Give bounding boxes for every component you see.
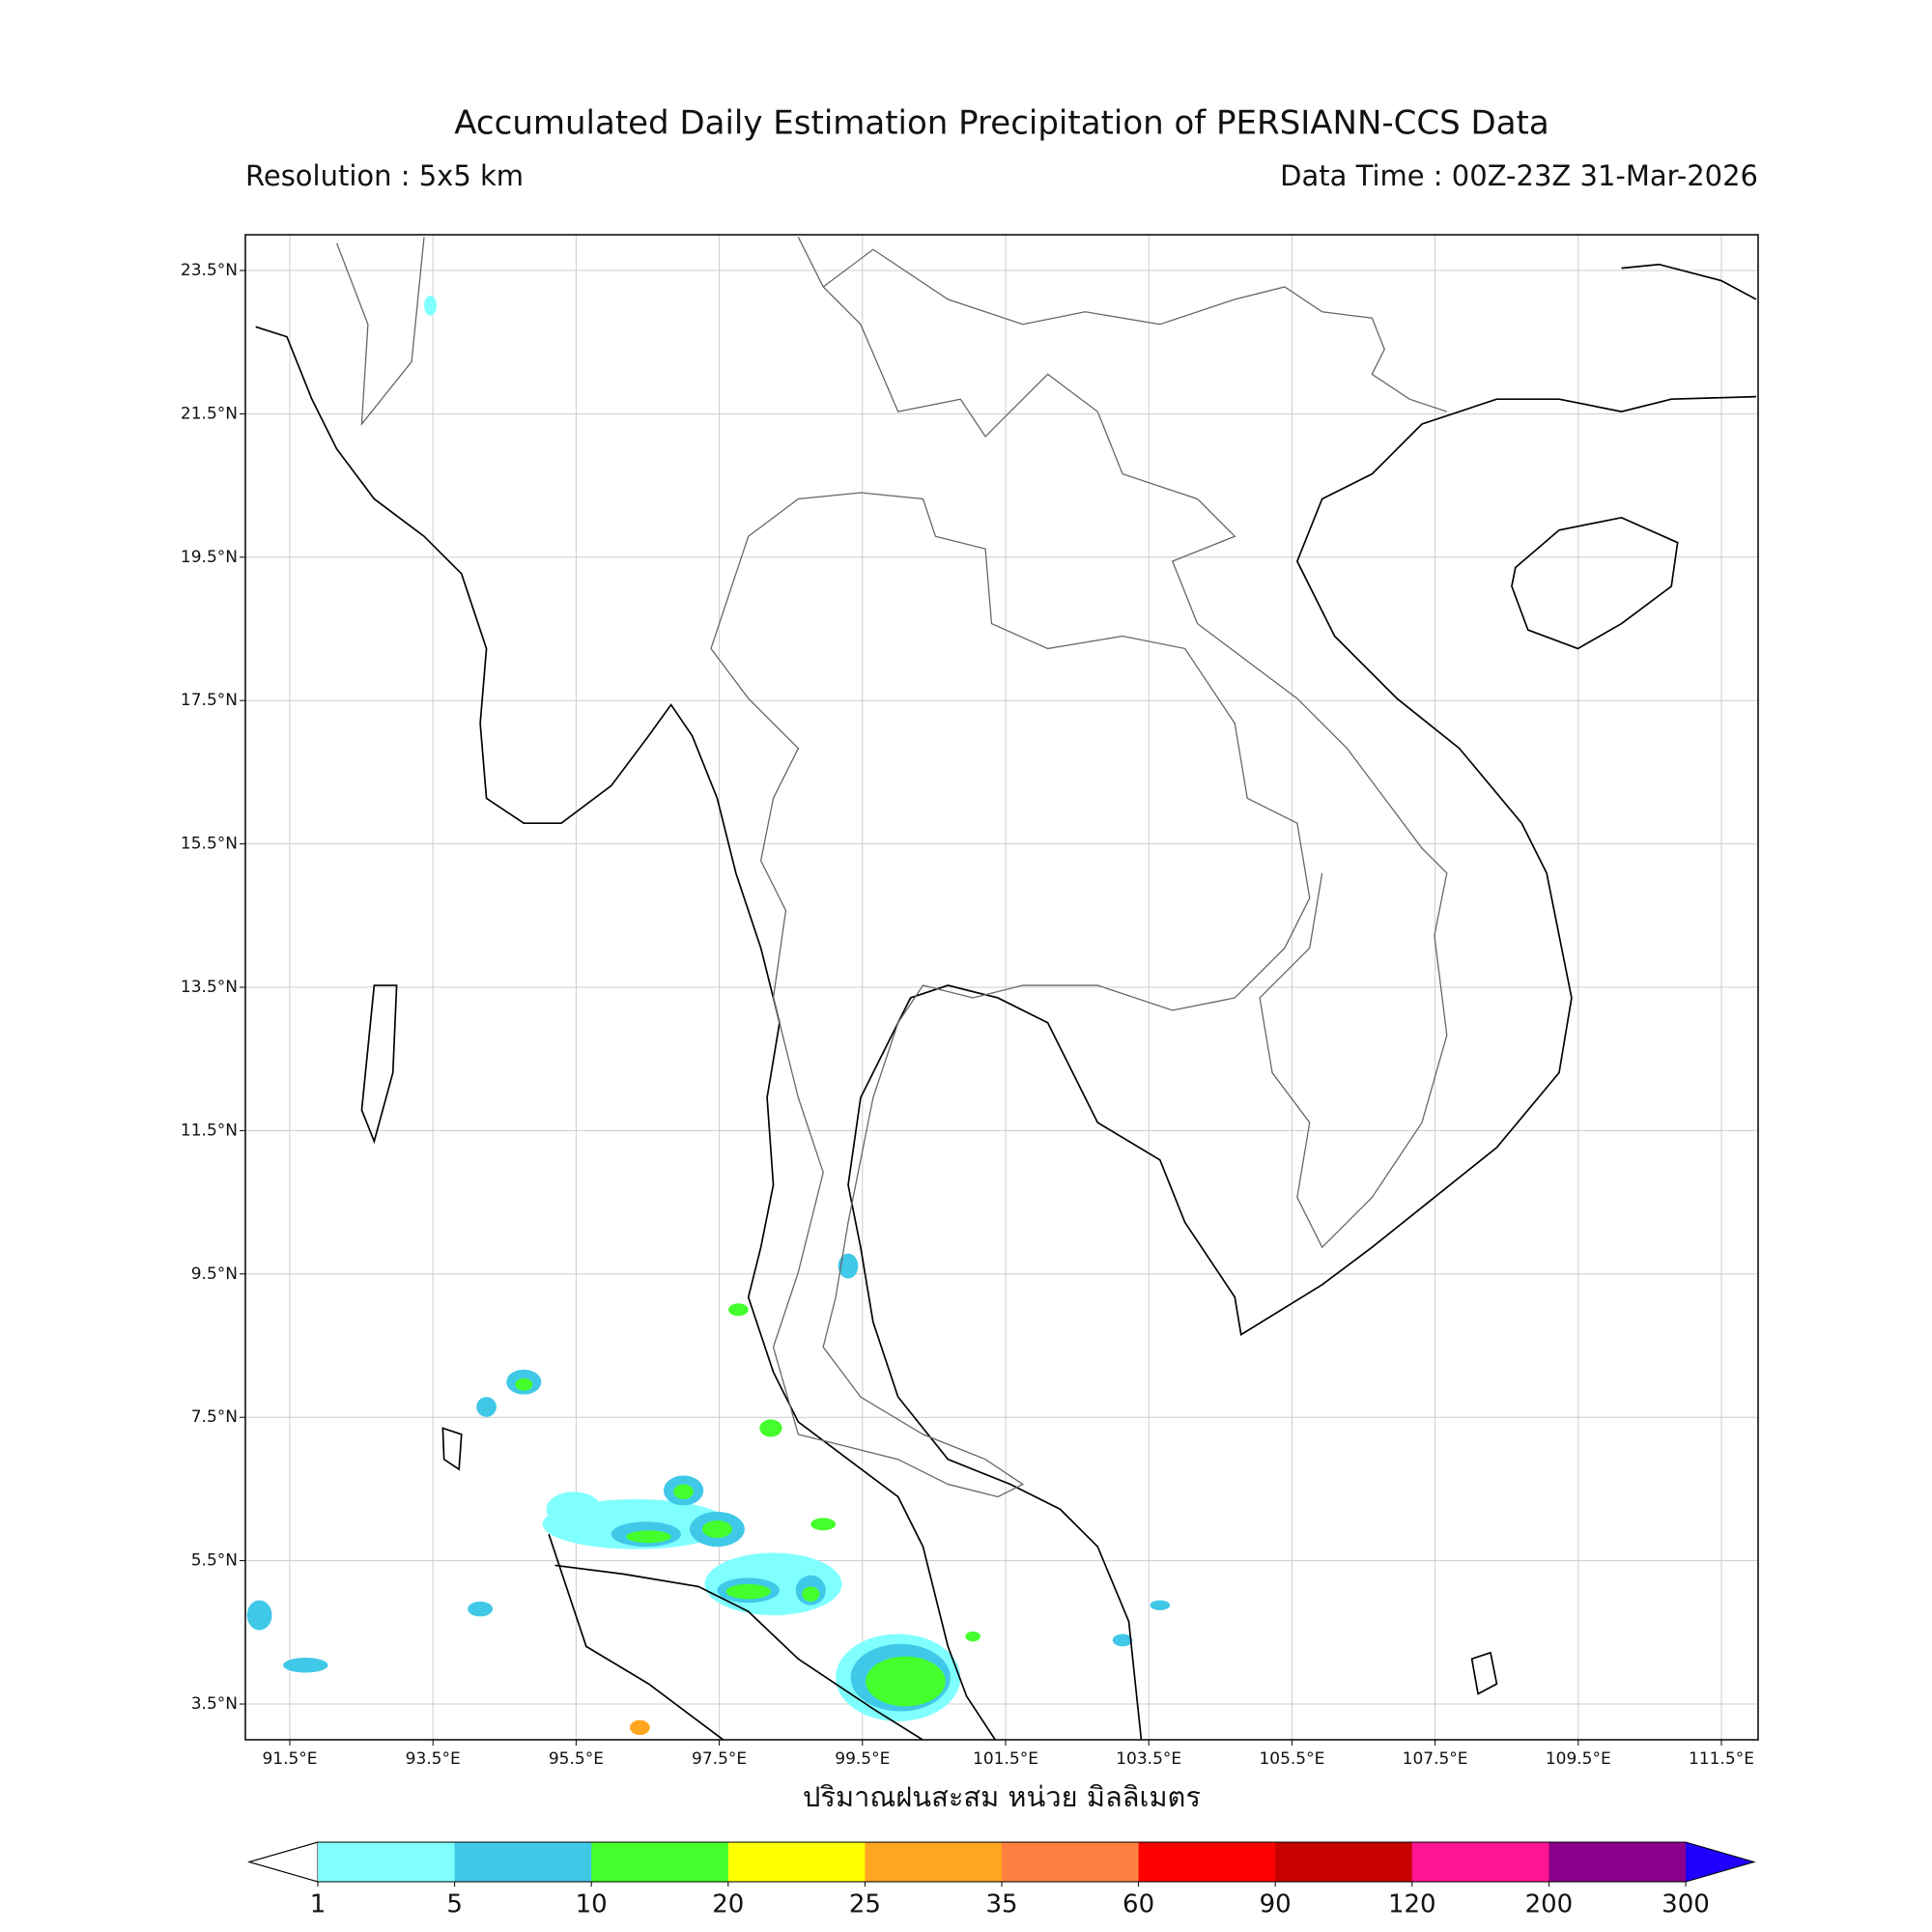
lat-tick-label: 7.5°N xyxy=(191,1407,238,1427)
colorbar-label: 200 xyxy=(1525,1890,1574,1919)
data-time: Data Time : 00Z-23Z 31-Mar-2026 xyxy=(1280,159,1758,192)
colorbar-segment xyxy=(727,1842,866,1882)
x-label: ปริมาณฝนสะสม หน่วย มิลลิเมตร xyxy=(803,1780,1201,1813)
precipitation xyxy=(246,296,1171,1736)
grid: 23.5°N 21.5°N 19.5°N 17.5°N 15.5°N 13.5°N 11.5… xyxy=(181,235,1758,1769)
lon-tick-label: 95.5°E xyxy=(549,1749,604,1769)
lon-tick-label: 103.5°E xyxy=(1116,1749,1181,1769)
colorbar-segment xyxy=(1548,1842,1687,1882)
colorbar-segment xyxy=(1275,1842,1413,1882)
lat-tick-label: 5.5°N xyxy=(191,1551,238,1571)
borders xyxy=(336,237,1448,1498)
lon-tick-label: 109.5°E xyxy=(1546,1749,1611,1769)
colorbar-label: 60 xyxy=(1122,1890,1154,1919)
lon-tick-label: 111.5°E xyxy=(1689,1749,1754,1769)
lat-tick-label: 13.5°N xyxy=(181,978,238,997)
map-content xyxy=(246,237,1757,1740)
colorbar-segment xyxy=(1002,1842,1140,1882)
title: Accumulated Daily Estimation Precipitati… xyxy=(454,104,1548,143)
lon-tick-label: 93.5°E xyxy=(406,1749,461,1769)
lat-tick-label: 17.5°N xyxy=(181,691,238,710)
colorbar-label: 300 xyxy=(1662,1890,1710,1919)
colorbar-label: 90 xyxy=(1260,1890,1292,1919)
lon-tick-label: 107.5°E xyxy=(1403,1749,1468,1769)
lat-tick-label: 23.5°N xyxy=(181,261,238,280)
colorbar-under xyxy=(247,1841,319,1883)
colorbar-segment xyxy=(591,1842,729,1882)
colorbar-label: 20 xyxy=(712,1890,744,1919)
colorbar-label: 1 xyxy=(310,1890,327,1919)
lon-tick-label: 91.5°E xyxy=(262,1749,317,1769)
lon-tick-label: 99.5°E xyxy=(835,1749,890,1769)
colorbar-label: 120 xyxy=(1388,1890,1436,1919)
lon-tick-label: 101.5°E xyxy=(973,1749,1038,1769)
coastlines xyxy=(255,263,1757,1740)
colorbar-segment xyxy=(318,1842,456,1882)
map-frame xyxy=(244,234,1759,1741)
colorbar-label: 10 xyxy=(576,1890,608,1919)
lat-tick-label: 19.5°N xyxy=(181,548,238,567)
colorbar-segment xyxy=(454,1842,592,1882)
colorbar-segment xyxy=(865,1842,1003,1882)
lat-tick-label: 3.5°N xyxy=(191,1694,238,1714)
lat-tick-label: 21.5°N xyxy=(181,404,238,423)
lat-tick-label: 9.5°N xyxy=(191,1264,238,1284)
lat-tick-label: 11.5°N xyxy=(181,1121,238,1140)
colorbar-label: 25 xyxy=(849,1890,881,1919)
colorbar-segment xyxy=(1138,1842,1276,1882)
colorbar-segment xyxy=(1411,1842,1549,1882)
lon-tick-label: 97.5°E xyxy=(692,1749,747,1769)
colorbar-label: 5 xyxy=(446,1890,463,1919)
lat-tick-label: 15.5°N xyxy=(181,835,238,854)
lon-tick-label: 105.5°E xyxy=(1259,1749,1324,1769)
colorbar-over xyxy=(1686,1842,1754,1882)
colorbar-label: 35 xyxy=(985,1890,1017,1919)
resolution: Resolution : 5x5 km xyxy=(245,159,524,192)
colorbar: 1 5 10 20 25 35 60 90 120 200 300 xyxy=(247,1841,1756,1919)
